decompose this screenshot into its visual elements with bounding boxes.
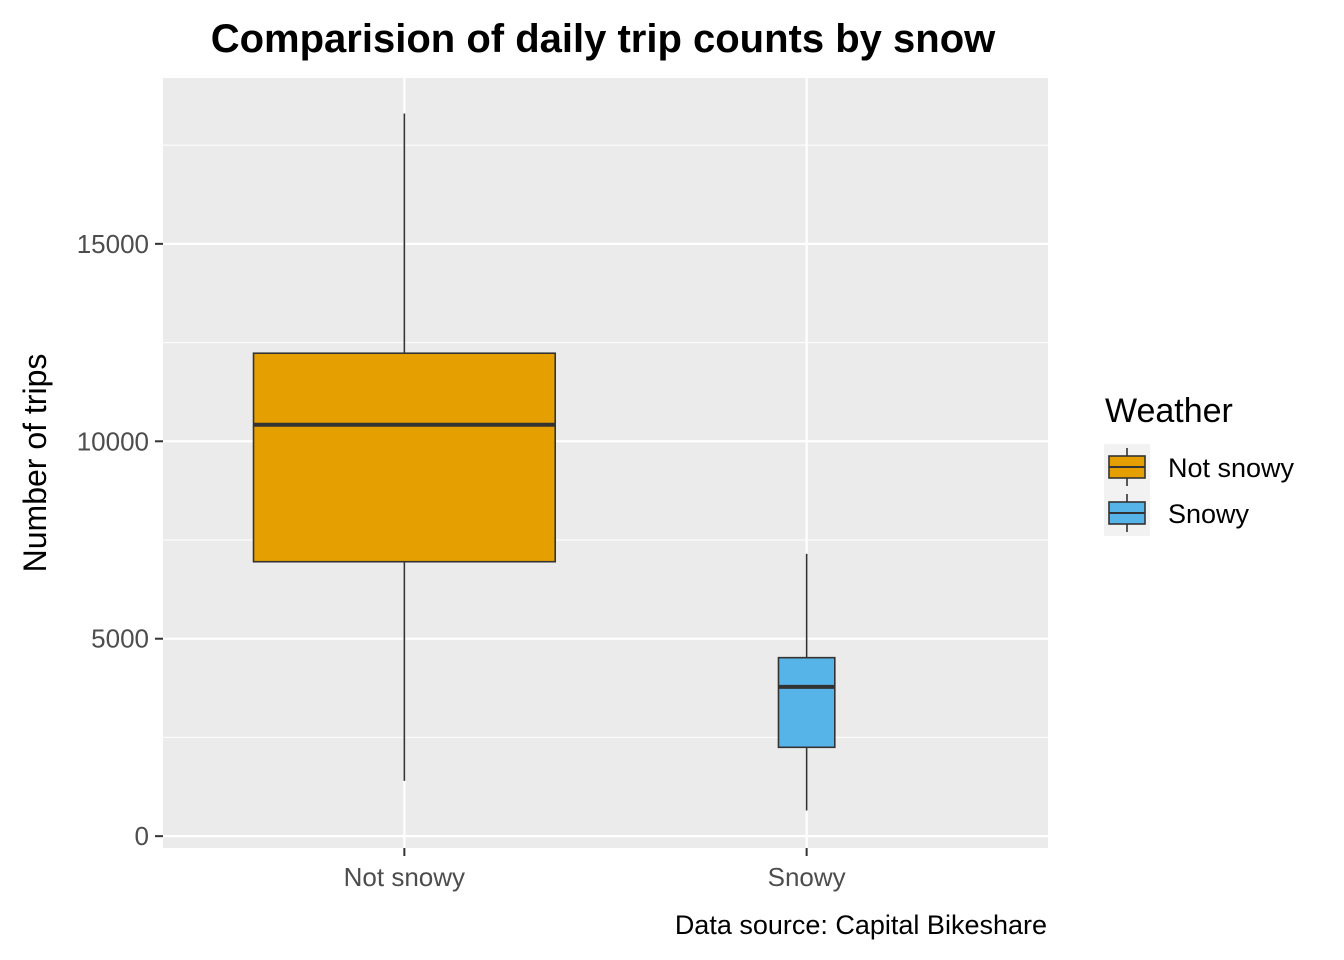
legend-label: Not snowy <box>1168 453 1295 483</box>
legend-item-snowy: Snowy <box>1104 490 1250 536</box>
x-axis: Not snowy Snowy <box>344 848 846 892</box>
y-axis: 0 5000 10000 15000 <box>77 229 163 851</box>
x-tick-label: Not snowy <box>344 862 465 892</box>
x-tick-label: Snowy <box>768 862 846 892</box>
legend-title: Weather <box>1105 392 1233 430</box>
y-tick-label: 10000 <box>77 426 149 456</box>
boxplots <box>252 113 836 811</box>
y-tick-label: 5000 <box>91 624 149 654</box>
y-tick-label: 0 <box>135 821 149 851</box>
boxplot-not-snowy <box>252 113 557 781</box>
caption: Data source: Capital Bikeshare <box>675 910 1047 940</box>
box-iqr <box>777 656 836 749</box>
legend-keys: Not snowy Snowy <box>1104 444 1295 536</box>
boxplot-snowy <box>777 553 836 811</box>
y-axis-title: Number of trips <box>17 354 53 573</box>
box-iqr <box>252 352 557 563</box>
legend-label: Snowy <box>1168 499 1250 529</box>
y-tick-label: 15000 <box>77 229 149 259</box>
legend-item-not-snowy: Not snowy <box>1104 444 1295 490</box>
chart-title: Comparision of daily trip counts by snow <box>211 17 996 61</box>
legend: Weather Not snowy Snowy <box>1104 392 1295 536</box>
